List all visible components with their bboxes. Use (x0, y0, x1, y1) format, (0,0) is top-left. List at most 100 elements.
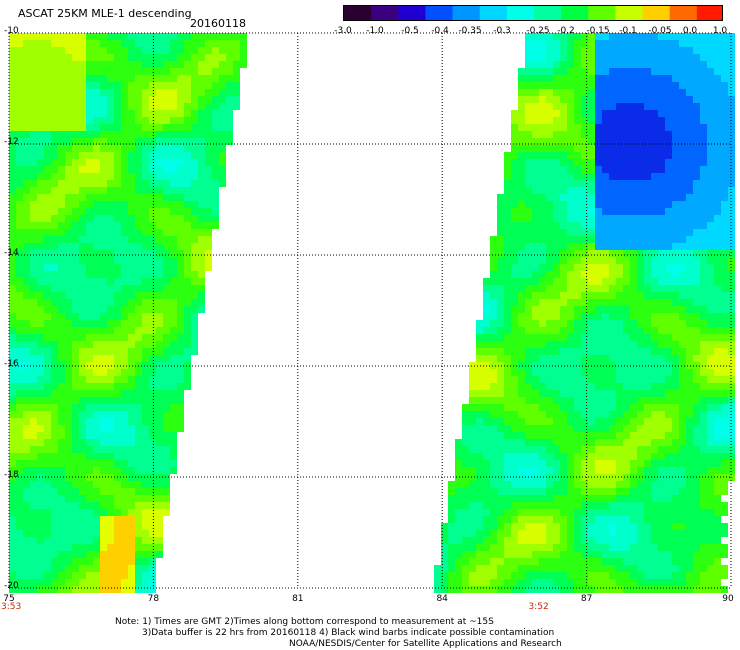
swath-cell (163, 460, 170, 467)
swath-cell (497, 544, 504, 551)
swath-cell (567, 495, 574, 502)
swath-cell (142, 502, 149, 509)
swath-cell (714, 152, 721, 159)
swath-cell (616, 159, 623, 166)
swath-cell (135, 264, 142, 271)
swath-cell (37, 96, 44, 103)
swath-cell (644, 278, 651, 285)
swath-cell (630, 439, 637, 446)
swath-cell (595, 96, 602, 103)
swath-cell (644, 54, 651, 61)
swath-cell (721, 194, 728, 201)
swath-cell (602, 180, 609, 187)
swath-cell (630, 299, 637, 306)
swath-cell (37, 474, 44, 481)
swath-cell (149, 369, 156, 376)
swath-cell (79, 530, 86, 537)
swath-cell (546, 355, 553, 362)
swath-cell (121, 537, 128, 544)
swath-cell (665, 355, 672, 362)
swath-cell (86, 551, 93, 558)
swath-cell (511, 544, 518, 551)
swath-cell (30, 425, 37, 432)
swath-cell (23, 460, 30, 467)
swath-cell (637, 355, 644, 362)
swath-cell (58, 376, 65, 383)
swath-cell (65, 82, 72, 89)
swath-cell (700, 47, 707, 54)
swath-cell (518, 89, 525, 96)
swath-cell (72, 355, 79, 362)
swath-cell (511, 222, 518, 229)
swath-cell (630, 124, 637, 131)
swath-cell (93, 138, 100, 145)
swath-cell (58, 201, 65, 208)
swath-cell (58, 523, 65, 530)
swath-cell (9, 425, 16, 432)
swath-cell (630, 110, 637, 117)
swath-cell (623, 40, 630, 47)
swath-cell (560, 495, 567, 502)
swath-cell (609, 369, 616, 376)
swath-cell (693, 530, 700, 537)
swath-cell (609, 544, 616, 551)
swath-cell (483, 502, 490, 509)
swath-cell (616, 453, 623, 460)
swath-cell (623, 250, 630, 257)
swath-cell (686, 173, 693, 180)
swath-cell (51, 523, 58, 530)
swath-cell (665, 236, 672, 243)
swath-cell (651, 68, 658, 75)
swath-cell (672, 341, 679, 348)
swath-cell (721, 418, 728, 425)
swath-cell (135, 75, 142, 82)
swath-cell (212, 180, 219, 187)
swath-cell (700, 460, 707, 467)
swath-cell (623, 131, 630, 138)
swath-cell (114, 586, 121, 593)
swath-cell (93, 103, 100, 110)
swath-cell (644, 453, 651, 460)
swath-cell (616, 565, 623, 572)
swath-cell (37, 523, 44, 530)
swath-cell (595, 40, 602, 47)
swath-cell (511, 131, 518, 138)
swath-cell (16, 215, 23, 222)
swath-cell (532, 54, 539, 61)
swath-cell (574, 495, 581, 502)
swath-cell (177, 390, 184, 397)
swath-cell (142, 173, 149, 180)
swath-cell (51, 82, 58, 89)
swath-cell (700, 61, 707, 68)
swath-cell (100, 418, 107, 425)
swath-cell (609, 523, 616, 530)
swath-cell (560, 362, 567, 369)
swath-cell (532, 299, 539, 306)
swath-cell (79, 145, 86, 152)
swath-cell (107, 341, 114, 348)
swath-cell (700, 558, 707, 565)
swath-cell (707, 411, 714, 418)
swath-cell (107, 474, 114, 481)
swath-cell (198, 124, 205, 131)
swath-cell (581, 208, 588, 215)
swath-cell (679, 369, 686, 376)
swath-cell (707, 425, 714, 432)
swath-cell (51, 488, 58, 495)
swath-cell (44, 523, 51, 530)
swath-cell (546, 453, 553, 460)
swath-cell (609, 82, 616, 89)
swath-cell (672, 82, 679, 89)
swath-cell (539, 292, 546, 299)
swath-cell (658, 516, 665, 523)
swath-cell (469, 509, 476, 516)
swath-cell (644, 355, 651, 362)
swath-cell (518, 257, 525, 264)
swath-cell (721, 159, 728, 166)
swath-cell (518, 334, 525, 341)
swath-cell (553, 152, 560, 159)
swath-cell (205, 75, 212, 82)
swath-cell (149, 166, 156, 173)
swath-cell (707, 446, 714, 453)
swath-cell (595, 530, 602, 537)
